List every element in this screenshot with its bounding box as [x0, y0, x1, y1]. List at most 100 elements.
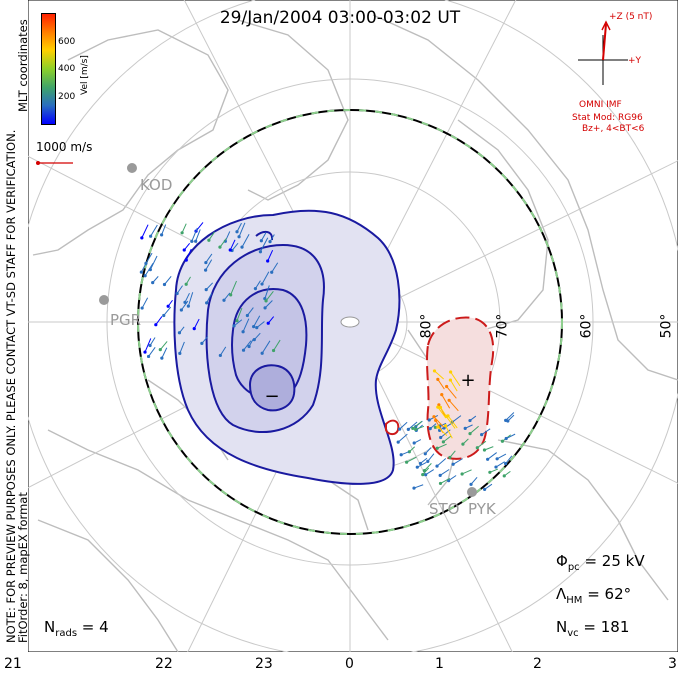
velocity-vector-origin — [482, 448, 487, 452]
velocity-vector — [505, 455, 513, 464]
velocity-vector-origin — [180, 231, 184, 235]
velocity-vector-origin — [483, 487, 487, 491]
velocity-vector-origin — [178, 351, 182, 355]
fit-order-note: FitOrder: 8, mapEX format — [16, 492, 30, 643]
velocity-colorbar — [41, 13, 56, 125]
velocity-vector-origin — [143, 350, 147, 354]
velocity-vector — [205, 253, 213, 263]
velocity-vector-origin — [148, 268, 152, 272]
velocity-vector-origin — [502, 474, 506, 478]
velocity-vector-origin — [451, 462, 455, 466]
cross-polar-potential: Φpc = 25 kV — [556, 552, 645, 573]
velocity-vector-origin — [154, 323, 158, 327]
velocity-vector — [185, 248, 192, 261]
velocity-vector — [446, 386, 457, 399]
velocity-vector-origin — [460, 472, 464, 476]
velocity-vector-origin — [184, 258, 188, 262]
velocity-vector — [505, 412, 515, 421]
velocity-vector — [233, 319, 243, 327]
velocity-vector — [449, 379, 458, 392]
velocity-vector — [448, 399, 459, 412]
velocity-vector — [477, 440, 487, 449]
mlt-tick: 1 — [435, 656, 444, 672]
velocity-vectors — [139, 222, 516, 491]
scale-vector — [36, 161, 73, 165]
mlt-tick: 21 — [4, 656, 22, 672]
pole-marker — [340, 316, 360, 328]
velocity-vector-origin — [448, 378, 453, 382]
velocity-vector-origin — [436, 405, 440, 409]
velocity-vector — [487, 452, 497, 460]
velocity-vector-origin — [235, 230, 239, 234]
velocity-vector — [219, 238, 227, 248]
velocity-vector — [230, 280, 237, 296]
velocity-vector-origin — [268, 240, 272, 244]
velocity-vector-origin — [424, 473, 428, 477]
velocity-vector-origin — [175, 291, 179, 296]
velocity-vector — [481, 428, 491, 436]
imf-z-label: +Z (5 nT) — [609, 12, 653, 22]
velocity-vector — [256, 321, 265, 329]
mlt-tick: 22 — [155, 656, 173, 672]
velocity-vector — [452, 458, 463, 465]
velocity-vector-origin — [448, 455, 452, 460]
velocity-vector-origin — [179, 308, 183, 312]
imf-dial — [578, 20, 628, 85]
velocity-vector — [408, 421, 418, 430]
velocity-vector — [159, 341, 168, 350]
velocity-vector — [164, 275, 172, 285]
velocity-vector-origin — [480, 433, 484, 437]
velocity-vector-origin — [143, 274, 147, 278]
velocity-vector-origin — [140, 236, 144, 240]
velocity-vector — [243, 340, 252, 351]
velocity-vector-origin — [441, 440, 445, 444]
velocity-vector — [208, 231, 215, 241]
velocity-vector-origin — [468, 418, 472, 423]
velocity-vector-origin — [229, 293, 233, 297]
velocity-vector-origin — [162, 313, 166, 318]
velocity-vector — [150, 224, 158, 237]
velocity-vector-origin — [405, 460, 409, 464]
mlt-tick: 23 — [255, 656, 273, 672]
velocity-vector-origin — [200, 341, 204, 346]
velocity-vector — [141, 297, 149, 309]
velocity-vector — [413, 484, 424, 489]
velocity-vector-origin — [438, 481, 443, 486]
velocity-vector — [179, 341, 185, 354]
velocity-vector-origin — [504, 461, 508, 466]
velocity-vector-origin — [436, 425, 440, 429]
velocity-vector-origin — [396, 440, 400, 444]
velocity-vector — [399, 421, 408, 430]
page-title: 29/Jan/2004 03:00-03:02 UT — [219, 8, 461, 28]
imf-model: Stat Mod: RG96 — [572, 113, 643, 123]
velocity-vector-origin — [428, 427, 432, 431]
velocity-vector-origin — [433, 425, 437, 429]
latitude-label: 60° — [578, 313, 595, 339]
velocity-vector — [229, 239, 236, 251]
station-markers — [99, 163, 477, 497]
velocity-vector-origin — [166, 304, 170, 308]
velocity-vector-origin — [151, 281, 155, 285]
velocity-vector-origin — [500, 439, 505, 443]
velocity-vector — [406, 456, 417, 463]
velocity-vector-origin — [463, 426, 467, 430]
velocity-vector — [437, 406, 447, 419]
velocity-vector-origin — [204, 268, 208, 272]
velocity-vector-origin — [264, 299, 268, 303]
velocity-vector-origin — [447, 398, 451, 402]
velocity-vector-origin — [222, 298, 226, 302]
velocity-vector-origin — [263, 306, 267, 310]
velocity-vector-origin — [259, 239, 263, 243]
velocity-vector — [149, 255, 158, 270]
velocity-vector — [437, 426, 448, 436]
velocity-vector — [440, 477, 451, 484]
velocity-vector-origin — [232, 324, 236, 328]
velocity-vector-origin — [443, 424, 448, 428]
velocity-vector-origin — [228, 248, 232, 252]
velocity-vector — [205, 259, 213, 271]
velocity-vector — [236, 307, 243, 321]
velocity-vector-origin — [218, 353, 222, 358]
velocity-vector-origin — [253, 286, 257, 291]
velocity-vector-origin — [504, 418, 508, 422]
velocity-vector — [155, 316, 163, 326]
